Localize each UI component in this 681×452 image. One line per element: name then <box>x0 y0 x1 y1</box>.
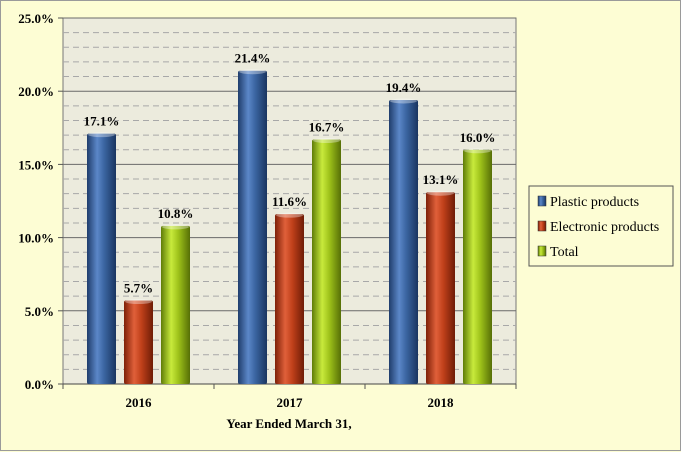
legend-entry: Electronic products <box>550 220 659 235</box>
bar-cap <box>88 132 115 138</box>
data-label: 16.0% <box>460 130 496 145</box>
bar-body <box>389 99 418 384</box>
bar <box>312 138 341 384</box>
bar <box>161 224 190 384</box>
bar <box>87 132 116 384</box>
y-tick-label: 25.0% <box>18 11 54 26</box>
y-tick-label: 10.0% <box>18 231 54 246</box>
bar-body <box>161 225 190 384</box>
bar <box>389 98 418 384</box>
x-tick-label: 2018 <box>428 395 455 410</box>
bar-cap <box>313 138 340 144</box>
y-tick-label: 15.0% <box>18 157 54 172</box>
data-label: 16.7% <box>309 120 345 135</box>
bar-body <box>238 70 267 384</box>
bar-body <box>463 149 492 384</box>
legend-swatch <box>537 245 547 257</box>
bar <box>124 299 153 384</box>
bar-body <box>87 133 116 384</box>
data-label: 21.4% <box>235 51 271 66</box>
bar-body <box>426 192 455 384</box>
bar <box>238 69 267 384</box>
legend-entry: Plastic products <box>550 195 639 210</box>
data-label: 10.8% <box>158 206 194 221</box>
data-label: 19.4% <box>386 80 422 95</box>
bar-cap <box>390 98 417 104</box>
legend-swatch <box>537 220 547 232</box>
y-tick-label: 5.0% <box>25 304 54 319</box>
x-tick-label: 2017 <box>277 395 304 410</box>
legend-entry: Total <box>550 245 579 260</box>
bar-body <box>312 139 341 384</box>
legend-swatch <box>537 195 547 207</box>
legend-box <box>528 185 674 267</box>
bar <box>275 212 304 384</box>
bar-cap <box>276 212 303 218</box>
bar-cap <box>427 190 454 196</box>
y-tick-label: 0.0% <box>25 377 54 392</box>
legend: Plastic products Electronic products Total <box>528 185 674 267</box>
bar <box>463 148 492 384</box>
bar-body <box>124 300 153 384</box>
bar-cap <box>464 148 491 154</box>
x-tick-label: 2016 <box>126 395 153 410</box>
data-label: 17.1% <box>84 114 120 129</box>
data-label: 5.7% <box>124 281 153 296</box>
y-tick-label: 20.0% <box>18 84 54 99</box>
bar-cap <box>239 69 266 75</box>
bar <box>426 190 455 384</box>
data-label: 11.6% <box>272 194 307 209</box>
x-axis-title: Year Ended March 31, <box>226 416 351 431</box>
data-label: 13.1% <box>423 172 459 187</box>
bar-cap <box>125 299 152 305</box>
bar-body <box>275 214 304 384</box>
bar-cap <box>162 224 189 230</box>
